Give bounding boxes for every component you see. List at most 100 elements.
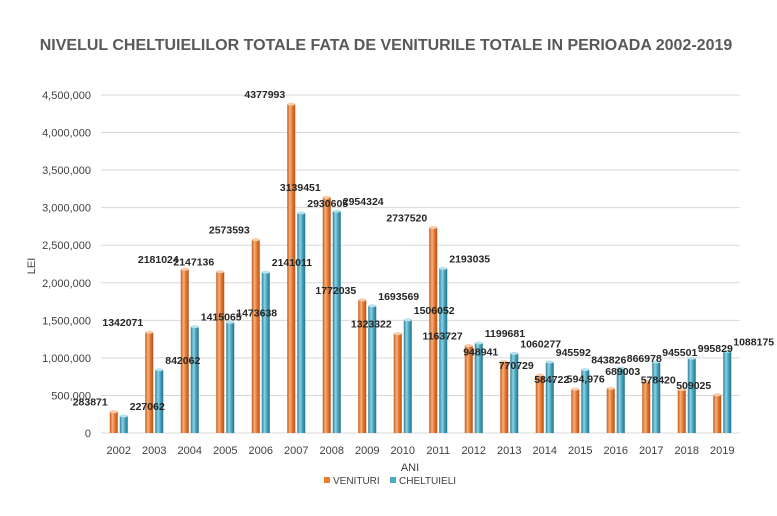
data-label-cheltuieli: 2141011 [272, 257, 312, 269]
y-tick-label: 4,000,000 [42, 128, 91, 140]
data-label-cheltuieli: 1473638 [236, 307, 277, 319]
bar-top-venituri [677, 388, 686, 392]
bar-venituri [358, 299, 367, 433]
x-tick-label: 2005 [213, 445, 237, 457]
data-label-cheltuieli: 1415065 [201, 312, 242, 324]
bar-venituri [393, 333, 402, 433]
x-axis-label: ANI [401, 462, 419, 474]
bar-cheltuieli [474, 342, 483, 433]
bar-venituri [713, 394, 722, 433]
bar-top-cheltuieli [545, 360, 554, 364]
x-tick-label: 2018 [675, 445, 699, 457]
legend-label-cheltuieli: CHELTUIELI [399, 476, 456, 487]
bar-top-venituri [571, 387, 580, 391]
bar-cheltuieli [297, 212, 306, 433]
y-tick-label: 2,000,000 [42, 278, 91, 290]
data-label-venituri: 1772035 [315, 285, 356, 297]
bar-top-cheltuieli [439, 266, 448, 270]
bar-top-venituri [287, 102, 296, 106]
bar-venituri [180, 269, 189, 433]
bar-venituri [571, 389, 580, 433]
x-tick-label: 2004 [178, 445, 202, 457]
x-tick-label: 2003 [142, 445, 166, 457]
bar-top-cheltuieli [261, 270, 270, 274]
bar-cheltuieli [226, 322, 235, 433]
data-label-cheltuieli: 2954324 [343, 196, 384, 208]
x-tick-label: 2007 [284, 445, 308, 457]
bar-venituri [642, 381, 651, 433]
legend-swatch-cheltuieli [390, 477, 396, 483]
bar-top-venituri [464, 344, 473, 348]
y-axis-label: LEI [26, 258, 38, 275]
data-label-venituri: 2147136 [173, 257, 214, 269]
data-label-venituri: 770729 [499, 360, 534, 372]
data-label-cheltuieli: 843826 [591, 355, 626, 367]
bar-venituri [109, 411, 118, 433]
y-tick-label: 3,500,000 [42, 165, 91, 177]
y-tick-label: 3,000,000 [42, 203, 91, 215]
bar-top-venituri [429, 225, 438, 229]
bar-venituri [145, 332, 154, 433]
bar-top-cheltuieli [403, 318, 412, 322]
bar-top-cheltuieli [368, 304, 377, 308]
legend: VENITURI CHELTUIELI [324, 476, 456, 487]
bar-top-cheltuieli [687, 356, 696, 360]
bar-top-cheltuieli [474, 341, 483, 345]
bar-venituri [251, 239, 260, 433]
data-label-cheltuieli: 1506052 [414, 305, 455, 317]
bar-cheltuieli [403, 319, 412, 433]
bar-venituri [322, 197, 331, 433]
bar-venituri [677, 389, 686, 433]
bar-cheltuieli [119, 415, 128, 433]
bar-top-cheltuieli [155, 368, 164, 372]
bar-venituri [216, 271, 225, 433]
y-tick-label: 4,500,000 [42, 90, 91, 102]
bar-cheltuieli [155, 369, 164, 433]
y-tick-label: 1,500,000 [42, 315, 91, 327]
bar-top-venituri [358, 298, 367, 302]
bar-top-cheltuieli [119, 414, 128, 418]
x-tick-label: 2012 [462, 445, 486, 457]
gridlines [101, 94, 740, 434]
chart-title: NIVELUL CHELTUIELILOR TOTALE FATA DE VEN… [40, 37, 733, 54]
data-label-cheltuieli: 995829 [698, 343, 733, 355]
x-tick-label: 2016 [604, 445, 628, 457]
x-tick-label: 2002 [107, 445, 131, 457]
bar-top-venituri [500, 360, 509, 364]
bar-top-cheltuieli [297, 211, 306, 215]
data-label-venituri: 2737520 [386, 212, 427, 224]
bar-cheltuieli [190, 326, 199, 433]
x-tick-label: 2015 [568, 445, 592, 457]
bar-top-venituri [535, 373, 544, 377]
y-tick-label: 0 [85, 428, 91, 440]
x-tick-label: 2019 [710, 445, 734, 457]
x-tick-label: 2009 [355, 445, 379, 457]
bar-venituri [287, 104, 296, 434]
data-label-cheltuieli: 842062 [165, 355, 200, 367]
bar-top-venituri [216, 270, 225, 274]
x-tick-label: 2013 [497, 445, 521, 457]
bar-top-cheltuieli [510, 351, 519, 355]
bar-venituri [464, 345, 473, 433]
bar-cheltuieli [261, 272, 270, 433]
bar-top-cheltuieli [226, 320, 235, 324]
data-label-venituri: 584722 [534, 374, 569, 386]
data-label-venituri: 1323322 [351, 319, 392, 331]
data-label-venituri: 689003 [605, 366, 640, 378]
bar-venituri [500, 361, 509, 433]
bar-cheltuieli [510, 353, 519, 433]
bar-top-cheltuieli [652, 360, 661, 364]
bar-cheltuieli [687, 358, 696, 433]
bar-cheltuieli [723, 351, 732, 433]
data-label-venituri: 2181024 [138, 254, 179, 266]
data-label-cheltuieli: 945501 [662, 347, 697, 359]
bar-cheltuieli [652, 361, 661, 433]
bar-cheltuieli [581, 369, 590, 433]
data-label-cheltuieli: 1199681 [485, 328, 525, 340]
data-label-venituri: 3139451 [280, 182, 321, 194]
bar-top-venituri [606, 386, 615, 390]
bars [109, 102, 732, 434]
bar-top-cheltuieli [190, 325, 199, 329]
bar-top-venituri [713, 393, 722, 397]
